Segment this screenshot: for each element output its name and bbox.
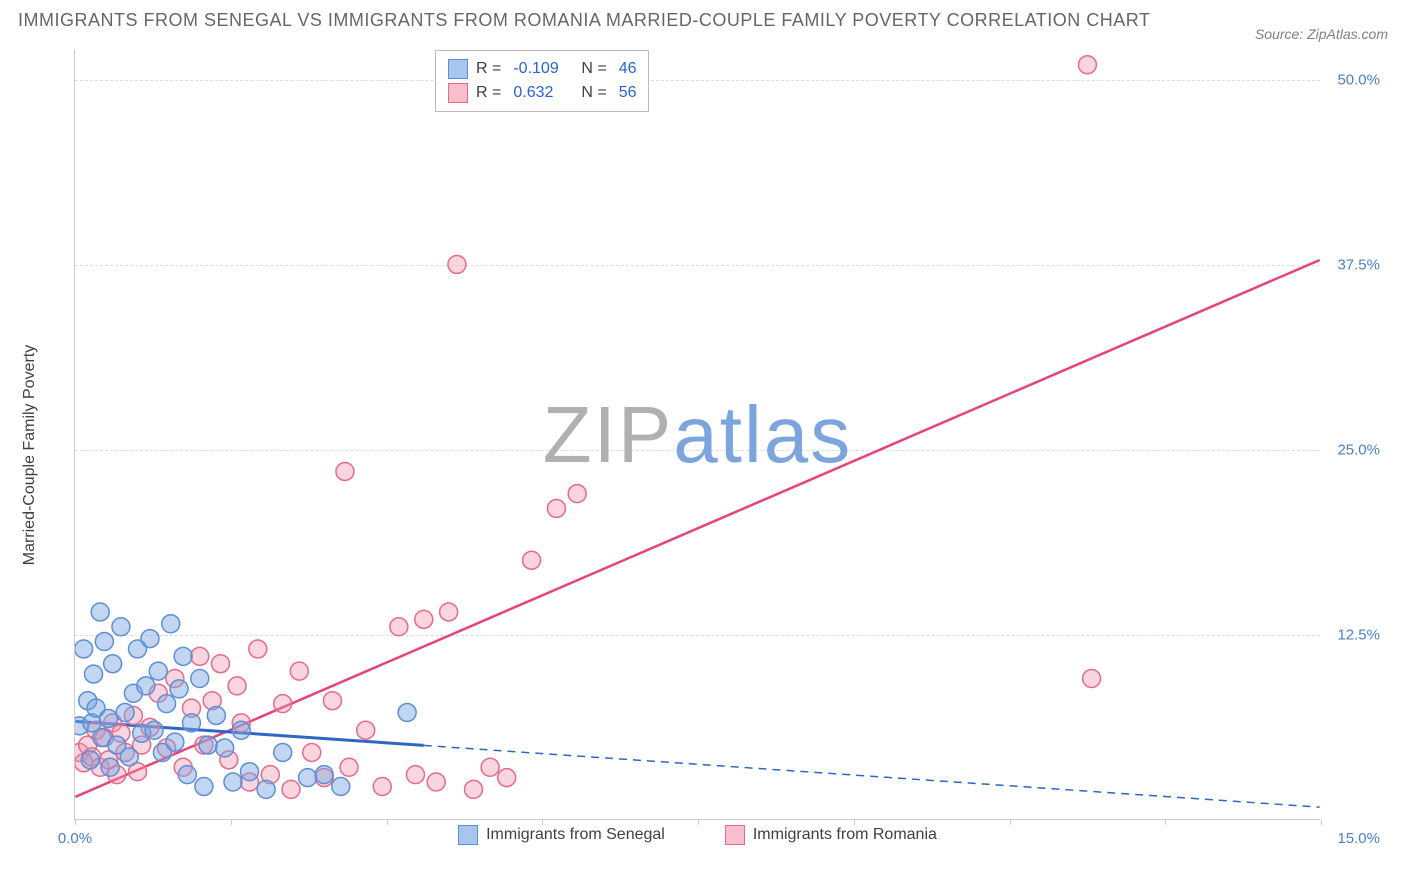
legend-n-label: N = xyxy=(581,60,606,78)
chart-plot-area: ZIPatlas R = -0.109N = 46R = 0.632N = 56… xyxy=(74,50,1320,820)
series-legend-item: Immigrants from Senegal xyxy=(458,825,665,845)
data-point xyxy=(357,721,375,739)
data-point xyxy=(158,695,176,713)
data-point xyxy=(191,647,209,665)
data-point xyxy=(75,640,93,658)
y-axis-label: Married-Couple Family Poverty xyxy=(21,345,39,566)
data-point xyxy=(398,704,416,722)
source-credit: Source: ZipAtlas.com xyxy=(1255,26,1388,42)
data-point xyxy=(299,769,317,787)
source-label: Source: xyxy=(1255,26,1307,42)
data-point xyxy=(162,615,180,633)
data-point xyxy=(120,748,138,766)
legend-r-label: R = xyxy=(476,60,501,78)
data-point xyxy=(174,647,192,665)
data-point xyxy=(85,665,103,683)
legend-row: R = 0.632 N = 56 xyxy=(448,81,636,105)
legend-r-value: -0.109 xyxy=(513,60,573,78)
data-point xyxy=(228,677,246,695)
data-point xyxy=(81,751,99,769)
series-legend-label: Immigrants from Senegal xyxy=(486,826,665,844)
legend-n-value: 46 xyxy=(619,60,637,78)
chart-title: IMMIGRANTS FROM SENEGAL VS IMMIGRANTS FR… xyxy=(18,10,1150,31)
data-point xyxy=(1078,56,1096,74)
data-point xyxy=(249,640,267,658)
data-point xyxy=(141,630,159,648)
data-point xyxy=(211,655,229,673)
data-point xyxy=(448,255,466,273)
y-tick-label: 37.5% xyxy=(1337,256,1380,273)
trend-line-senegal-dashed xyxy=(424,745,1320,807)
data-point xyxy=(101,758,119,776)
data-point xyxy=(303,743,321,761)
y-tick-label: 50.0% xyxy=(1337,71,1380,88)
data-point xyxy=(523,551,541,569)
data-point xyxy=(232,721,250,739)
data-point xyxy=(274,695,292,713)
data-point xyxy=(199,736,217,754)
series-legend-item: Immigrants from Romania xyxy=(725,825,937,845)
data-point xyxy=(182,714,200,732)
data-point xyxy=(481,758,499,776)
x-axis-max-label: 15.0% xyxy=(1337,830,1380,847)
series-legend-label: Immigrants from Romania xyxy=(753,826,937,844)
data-point xyxy=(427,773,445,791)
legend-n-value: 56 xyxy=(619,84,637,102)
data-point xyxy=(191,670,209,688)
data-point xyxy=(116,704,134,722)
data-point xyxy=(290,662,308,680)
correlation-legend: R = -0.109 N = 46 R = 0.632 N = 56 xyxy=(435,50,649,112)
legend-n-label: N = xyxy=(581,84,606,102)
data-point xyxy=(195,777,213,795)
data-point xyxy=(390,618,408,636)
data-point xyxy=(170,680,188,698)
data-point xyxy=(241,763,259,781)
data-point xyxy=(112,618,130,636)
y-tick-label: 12.5% xyxy=(1337,626,1380,643)
legend-r-value: 0.632 xyxy=(513,84,573,102)
data-point xyxy=(104,655,122,673)
x-tick xyxy=(1321,819,1322,825)
data-point xyxy=(323,692,341,710)
data-point xyxy=(440,603,458,621)
data-point xyxy=(207,706,225,724)
data-point xyxy=(315,766,333,784)
data-point xyxy=(257,780,275,798)
scatter-plot-svg xyxy=(75,50,1320,819)
y-tick-label: 25.0% xyxy=(1337,441,1380,458)
data-point xyxy=(498,769,516,787)
data-point xyxy=(406,766,424,784)
source-name: ZipAtlas.com xyxy=(1307,26,1388,42)
data-point xyxy=(224,773,242,791)
data-point xyxy=(100,709,118,727)
data-point xyxy=(547,499,565,517)
series-legend: Immigrants from Senegal Immigrants from R… xyxy=(75,825,1320,845)
legend-r-label: R = xyxy=(476,84,501,102)
trend-line-romania xyxy=(75,260,1319,797)
data-point xyxy=(332,777,350,795)
legend-swatch xyxy=(458,825,478,845)
data-point xyxy=(340,758,358,776)
legend-row: R = -0.109 N = 46 xyxy=(448,57,636,81)
data-point xyxy=(1083,670,1101,688)
data-point xyxy=(274,743,292,761)
data-point xyxy=(465,780,483,798)
data-point xyxy=(137,677,155,695)
data-point xyxy=(95,633,113,651)
legend-swatch xyxy=(448,59,468,79)
data-point xyxy=(166,733,184,751)
data-point xyxy=(373,777,391,795)
data-point xyxy=(178,766,196,784)
data-point xyxy=(91,603,109,621)
data-point xyxy=(282,780,300,798)
data-point xyxy=(216,739,234,757)
legend-swatch xyxy=(725,825,745,845)
legend-swatch xyxy=(448,83,468,103)
data-point xyxy=(149,662,167,680)
data-point xyxy=(415,610,433,628)
data-point xyxy=(145,721,163,739)
data-point xyxy=(568,485,586,503)
data-point xyxy=(336,462,354,480)
